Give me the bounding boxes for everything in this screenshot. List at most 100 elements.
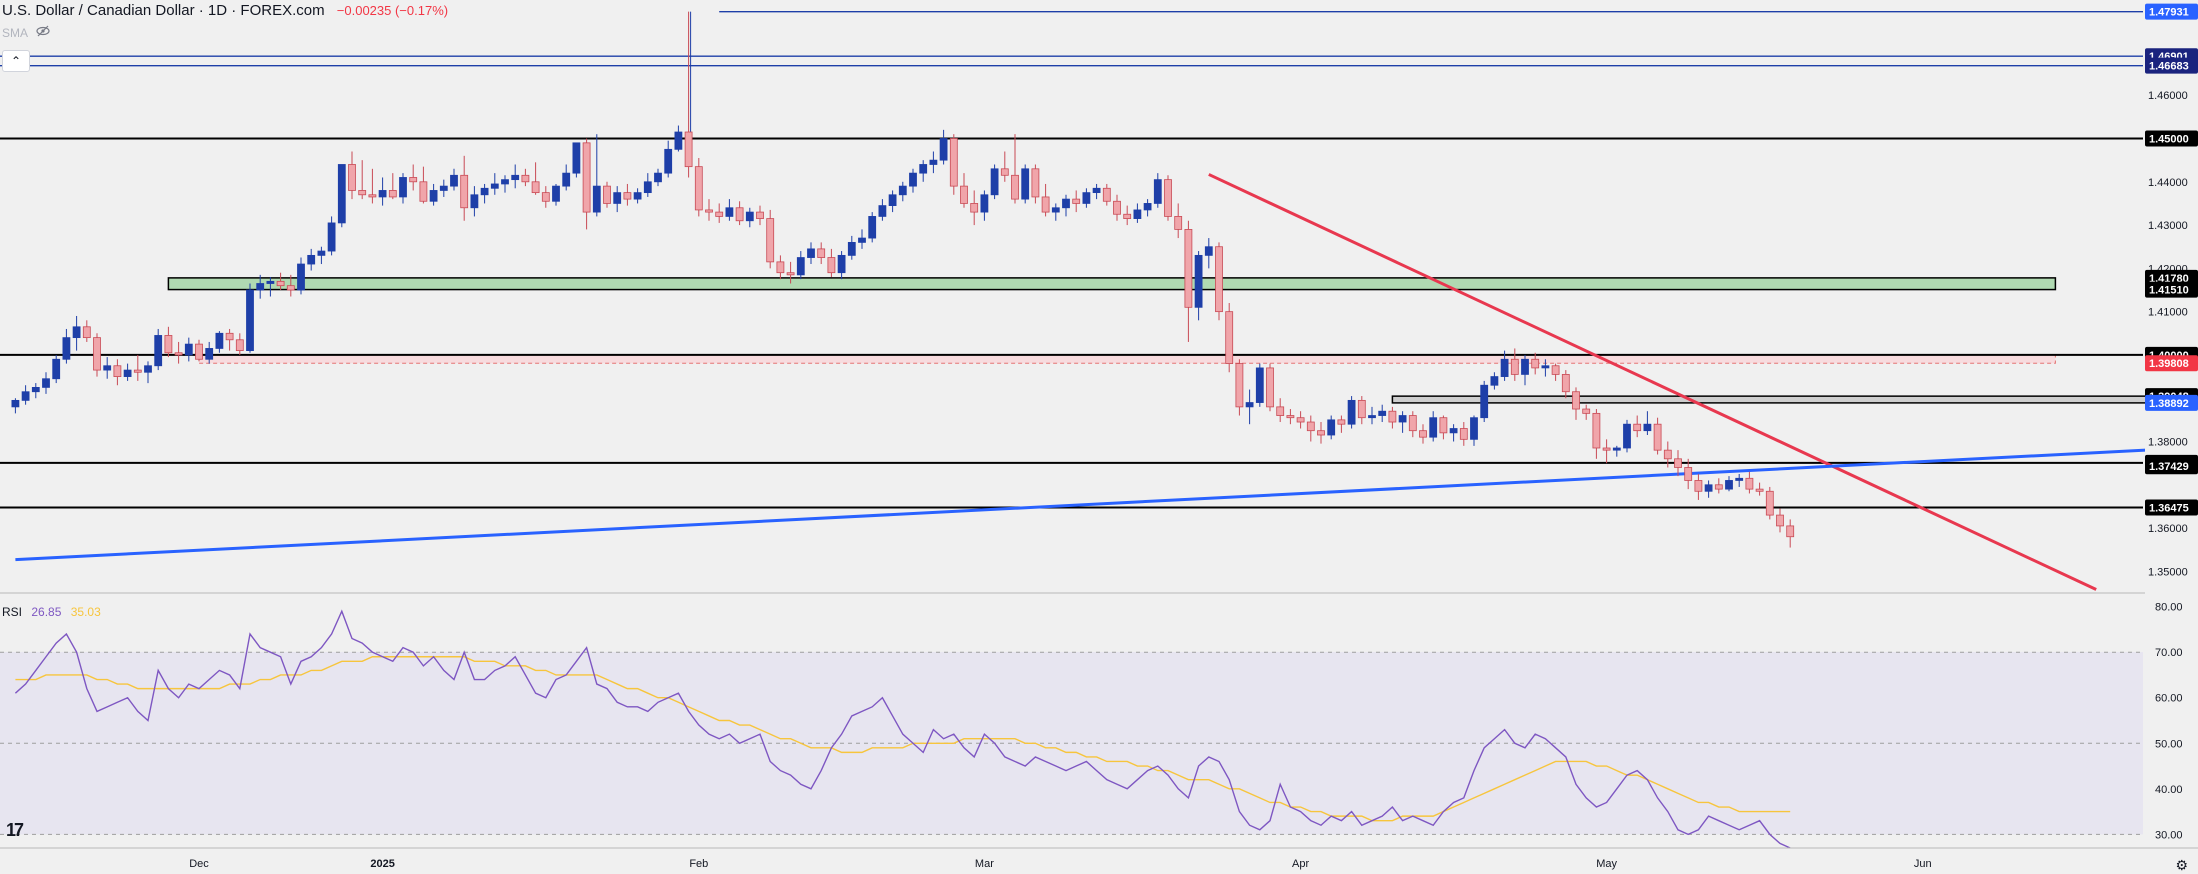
- candle: [909, 172, 917, 187]
- price-tick-label: 1.38000: [2148, 437, 2188, 449]
- descending-trendline[interactable]: [1208, 173, 2097, 591]
- candle: [1490, 376, 1499, 386]
- candle: [531, 181, 540, 194]
- candle: [776, 261, 785, 274]
- price-level-label: 1.47931: [2149, 7, 2189, 19]
- candle: [205, 348, 214, 360]
- horizontal-lines-layer: [0, 10, 2143, 509]
- candle: [256, 283, 265, 291]
- candle: [654, 172, 662, 183]
- candle: [1276, 406, 1285, 416]
- candle: [1031, 168, 1040, 198]
- candle: [1000, 168, 1009, 176]
- candle: [154, 335, 163, 367]
- candle: [1306, 421, 1315, 432]
- candle: [1572, 391, 1580, 410]
- price-axis[interactable]: 1.350001.360001.380001.410001.420001.430…: [2145, 0, 2198, 873]
- price-tick-label: 1.44000: [2148, 177, 2188, 189]
- price-level-tag[interactable]: [2145, 281, 2198, 298]
- candle: [1153, 179, 1162, 204]
- candle: [1347, 399, 1356, 425]
- candle: [1684, 467, 1693, 481]
- candle: [684, 131, 693, 168]
- candle: [1623, 423, 1631, 449]
- candle: [72, 326, 81, 339]
- candle: [450, 174, 458, 187]
- trendlines-layer[interactable]: [15, 173, 2198, 591]
- candle: [1755, 488, 1764, 492]
- price-level-tag[interactable]: [2145, 57, 2198, 74]
- candle: [1439, 417, 1448, 434]
- candle: [195, 343, 203, 360]
- rsi-pane: [0, 592, 2198, 849]
- candle: [307, 254, 316, 265]
- candle: [297, 263, 305, 291]
- candle: [817, 248, 826, 258]
- candle: [521, 174, 530, 183]
- price-level-tag[interactable]: [2145, 499, 2198, 516]
- candle: [705, 209, 713, 213]
- candle: [1521, 358, 1529, 375]
- symbol-header: U.S. Dollar / Canadian Dollar · 1D · FOR…: [2, 2, 448, 19]
- price-level-tag[interactable]: [2145, 3, 2198, 20]
- candle: [93, 337, 101, 371]
- candle: [429, 190, 438, 202]
- rsi-label[interactable]: RSI: [2, 605, 23, 619]
- candle: [1398, 415, 1407, 423]
- candle: [1184, 229, 1193, 308]
- rsi-tick-label: 40.00: [2155, 784, 2183, 796]
- candle: [133, 369, 142, 373]
- candle: [1378, 410, 1387, 416]
- candle: [786, 272, 795, 276]
- eye-hidden-icon[interactable]: [36, 25, 50, 40]
- rsi-ma-line: [15, 656, 1791, 822]
- candle: [103, 365, 112, 371]
- candle: [1674, 458, 1682, 468]
- gear-icon[interactable]: ⚙: [2175, 857, 2188, 873]
- candle: [470, 194, 479, 209]
- indicator-legend[interactable]: SMA: [2, 25, 50, 40]
- candle: [42, 378, 50, 388]
- price-level-tag[interactable]: [2145, 394, 2198, 411]
- candle: [348, 164, 356, 191]
- candle: [1215, 246, 1223, 313]
- candle: [613, 192, 622, 204]
- candle: [1388, 410, 1397, 423]
- tradingview-logo-icon[interactable]: 17: [6, 820, 24, 840]
- candle: [164, 335, 173, 354]
- rsi-legend[interactable]: RSI 26.85 35.03: [2, 605, 101, 619]
- ascending-trendline[interactable]: [15, 445, 2198, 562]
- price-level-tag[interactable]: [2145, 130, 2198, 147]
- chevron-up-icon[interactable]: ⌃: [2, 50, 30, 72]
- candle: [1011, 174, 1019, 200]
- rsi-tick-label: 70.00: [2155, 647, 2183, 659]
- candle: [827, 257, 836, 274]
- sma-label[interactable]: SMA: [2, 25, 29, 40]
- candle: [1245, 402, 1254, 408]
- price-level-label: 1.36475: [2149, 503, 2189, 515]
- candle: [1337, 419, 1346, 425]
- candle: [1714, 484, 1723, 490]
- time-axis[interactable]: Dec2025FebMarAprMayJunJul: [0, 847, 2198, 870]
- time-tick-label: Feb: [689, 858, 708, 870]
- candle: [1765, 490, 1774, 516]
- price-tick-label: 1.46000: [2148, 90, 2188, 102]
- candle: [1174, 216, 1183, 230]
- candles-layer: [11, 11, 1795, 548]
- candle: [123, 369, 132, 377]
- candle: [1327, 419, 1336, 436]
- candle: [980, 194, 989, 213]
- candle: [1776, 514, 1784, 527]
- price-level-tag[interactable]: [2145, 355, 2198, 372]
- candle: [1225, 311, 1234, 364]
- candle: [1643, 423, 1652, 432]
- candle: [939, 138, 948, 161]
- candle: [1255, 367, 1264, 403]
- candle: [490, 183, 499, 189]
- candle: [1612, 447, 1621, 451]
- candle: [990, 168, 999, 196]
- candle: [898, 185, 907, 196]
- candle: [888, 194, 897, 207]
- price-level-tag[interactable]: [2145, 458, 2198, 475]
